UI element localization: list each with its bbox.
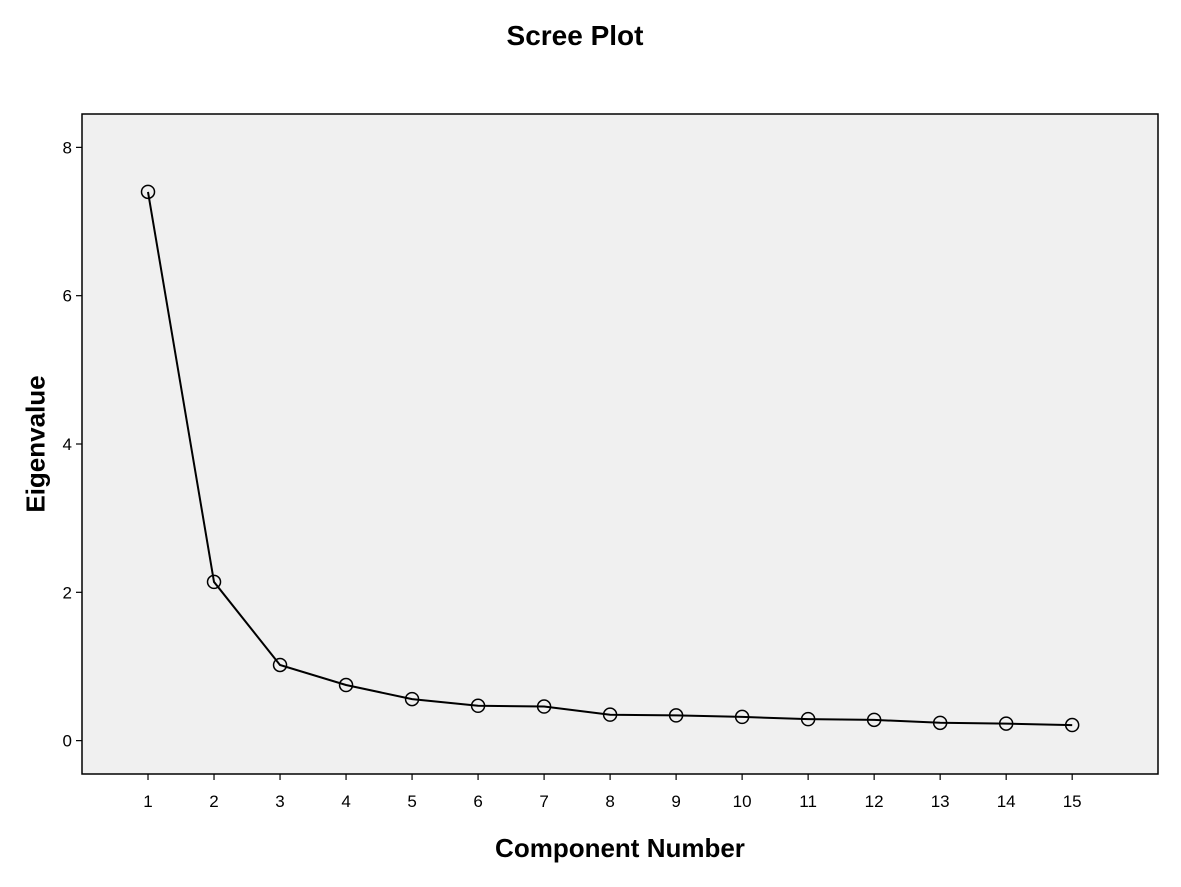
data-point [866,712,882,728]
data-point [1064,717,1080,733]
data-point [998,716,1014,731]
x-tick-label: 11 [799,792,817,811]
data-point [668,708,684,723]
y-tick-label: 2 [63,583,72,602]
y-tick-label: 4 [63,435,72,454]
x-tick-label: 6 [473,792,482,811]
chart-title: Scree Plot [506,20,644,51]
y-tick-label: 6 [63,287,72,306]
y-tick-label: 8 [63,138,72,157]
x-tick-label: 10 [733,792,752,811]
x-tick-label: 13 [931,792,950,811]
x-tick-label: 3 [275,792,284,811]
x-tick-label: 1 [143,792,152,811]
data-point [272,657,288,673]
x-tick-label: 4 [341,792,350,811]
x-tick-label: 9 [671,792,680,811]
data-point [470,698,486,714]
data-point [734,709,750,725]
series-line [147,191,1073,727]
x-tick-label: 2 [209,792,218,811]
x-tick-label: 7 [539,792,548,811]
x-tick-label: 5 [407,792,416,811]
x-tick-label: 14 [997,792,1016,811]
data-point [800,711,816,727]
data-point [404,691,420,707]
data-point [206,574,222,590]
x-tick-label: 12 [865,792,884,811]
y-tick-label: 0 [63,732,72,751]
x-tick-label: 15 [1063,792,1082,811]
data-point [338,677,354,693]
data-point [932,715,948,731]
data-point [140,184,156,200]
plot-area [81,113,1159,775]
data-point [536,699,552,714]
x-tick-label: 8 [605,792,614,811]
data-point [602,707,618,722]
x-axis-label: Component Number [495,833,745,863]
